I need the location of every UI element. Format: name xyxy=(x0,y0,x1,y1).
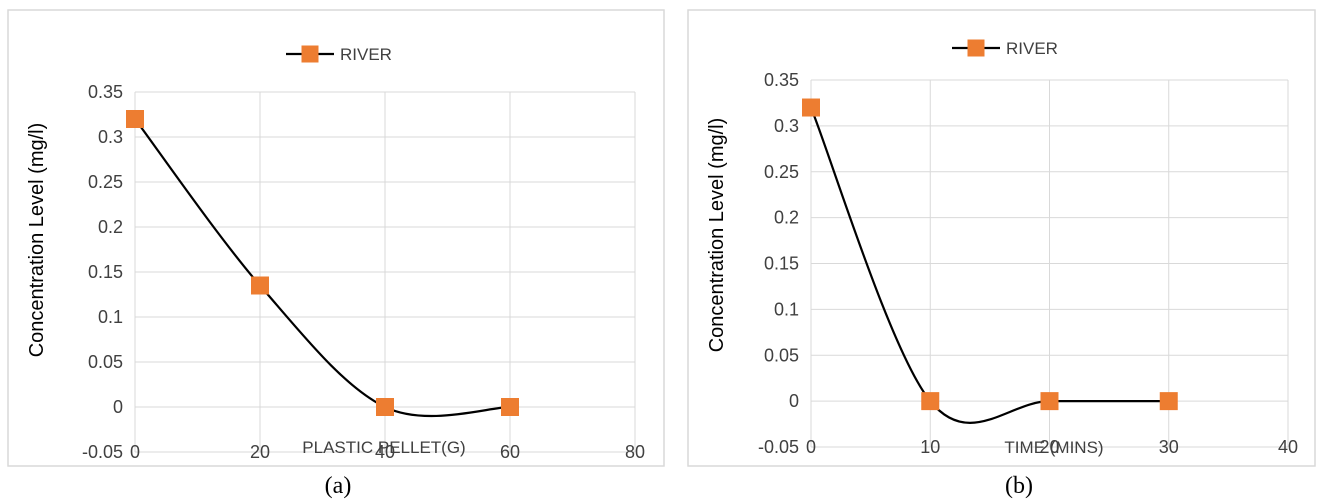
chart-a-y-axis-title: Concentration Level (mg/l) xyxy=(26,123,48,358)
chart-a-y-tick-label: -0.05 xyxy=(82,442,123,462)
chart-a-series-line xyxy=(134,118,511,418)
chart-a-y-tick-label: 0.3 xyxy=(98,127,123,147)
chart-b-data-point xyxy=(802,98,820,117)
chart-b-frame xyxy=(687,9,1316,467)
chart-b-legend: RIVER xyxy=(952,39,1058,58)
chart-b-y-tick-label: 0.05 xyxy=(764,345,799,365)
chart-a-gridlines xyxy=(134,91,636,453)
chart-a-x-tick-label: 20 xyxy=(250,442,270,462)
chart-a-y-tick-label: 0.15 xyxy=(88,262,123,282)
chart-b-y-tick-label: 0.1 xyxy=(774,299,799,319)
chart-panel-a: -0.05 0 0.05 0.1 0.15 0.2 0.25 0.3 0.35 0 20 40 60 8… xyxy=(7,9,665,499)
chart-b-x-tick-label: 0 xyxy=(806,437,816,457)
chart-a-x-ticks: 0 20 40 60 80 xyxy=(130,442,645,462)
chart-a-legend-label: RIVER xyxy=(340,45,392,64)
chart-b-caption: (b) xyxy=(1005,473,1033,499)
chart-b-x-tick-label: 10 xyxy=(920,437,940,457)
chart-b-data-point xyxy=(1040,392,1059,411)
chart-a-x-tick-label: 40 xyxy=(375,442,395,462)
chart-a-data-point xyxy=(376,398,394,416)
chart-a-x-axis-title: PLASTIC PELLET(G) xyxy=(302,438,465,457)
chart-b-y-tick-label: 0.35 xyxy=(764,70,799,90)
chart-b-legend-marker xyxy=(967,39,985,57)
chart-a-data-point xyxy=(126,110,144,128)
chart-b-y-axis-title: Concentration Level (mg/l) xyxy=(706,118,728,353)
chart-b-x-tick-label: 20 xyxy=(1039,437,1059,457)
chart-panel-b: -0.05 0 0.05 0.1 0.15 0.2 0.25 0.3 0.35 0 10 20 30 4… xyxy=(668,0,1319,499)
chart-b-y-tick-label: 0.25 xyxy=(764,162,799,182)
chart-a-y-tick-label: 0 xyxy=(113,397,123,417)
chart-b-y-ticks: -0.05 0 0.05 0.1 0.15 0.2 0.25 0.3 0.35 xyxy=(758,70,799,457)
chart-b-x-axis-title: TIME (MINS) xyxy=(1004,438,1103,457)
chart-a-legend-marker xyxy=(301,45,319,63)
chart-b-y-tick-label: 0.15 xyxy=(764,254,799,274)
chart-a-y-tick-label: 0.1 xyxy=(98,307,123,327)
chart-b-legend-label: RIVER xyxy=(1006,39,1058,58)
chart-b-data-point xyxy=(921,392,940,411)
chart-a-frame xyxy=(7,9,665,467)
chart-a-y-tick-label: 0.2 xyxy=(98,217,123,237)
chart-a-x-tick-label: 0 xyxy=(130,442,140,462)
chart-a-y-tick-label: 0.05 xyxy=(88,352,123,372)
chart-a-x-tick-label: 80 xyxy=(625,442,645,462)
chart-a-y-tick-label: 0.35 xyxy=(88,82,123,102)
chart-b-x-tick-label: 40 xyxy=(1278,437,1298,457)
chart-a-legend: RIVER xyxy=(286,45,392,64)
chart-a-y-ticks: -0.05 0 0.05 0.1 0.15 0.2 0.25 0.3 0.35 xyxy=(82,82,123,462)
chart-b-series xyxy=(802,98,1178,424)
chart-b-data-point xyxy=(1159,392,1178,411)
chart-a-svg: -0.05 0 0.05 0.1 0.15 0.2 0.25 0.3 0.35 0 20 40 60 8… xyxy=(7,9,665,499)
chart-a-series xyxy=(126,110,519,418)
chart-b-gridlines xyxy=(810,79,1289,448)
chart-b-x-ticks: 0 10 20 30 40 xyxy=(806,437,1298,457)
chart-b-series-line xyxy=(809,107,1169,424)
chart-a-y-tick-label: 0.25 xyxy=(88,172,123,192)
chart-b-svg: -0.05 0 0.05 0.1 0.15 0.2 0.25 0.3 0.35 0 10 20 30 4… xyxy=(687,9,1316,499)
chart-b-x-tick-label: 30 xyxy=(1159,437,1179,457)
chart-a-x-tick-label: 60 xyxy=(500,442,520,462)
chart-a-data-point xyxy=(251,276,269,295)
chart-b-y-tick-label: 0 xyxy=(789,391,799,411)
chart-b-y-tick-label: -0.05 xyxy=(758,437,799,457)
chart-b-y-tick-label: 0.2 xyxy=(774,208,799,228)
chart-a-data-point xyxy=(501,398,519,416)
chart-a-caption: (a) xyxy=(325,473,352,499)
chart-b-y-tick-label: 0.3 xyxy=(774,116,799,136)
